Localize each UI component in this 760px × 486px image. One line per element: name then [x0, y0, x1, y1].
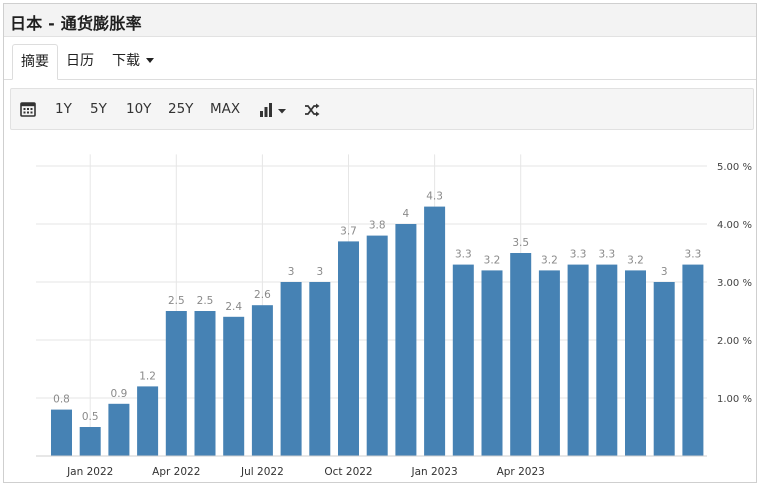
- bar: [223, 316, 245, 456]
- calendar-icon[interactable]: [20, 101, 36, 121]
- x-tick-label: Jan 2023: [410, 466, 457, 478]
- chart-toolbar: 1Y 5Y 10Y 25Y MAX: [10, 88, 754, 130]
- data-label: 3: [288, 266, 295, 278]
- data-label: 3.7: [340, 225, 357, 237]
- range-5y-button[interactable]: 5Y: [90, 101, 107, 117]
- data-label: 1.2: [139, 370, 156, 382]
- x-tick-label: Apr 2023: [497, 466, 545, 478]
- bar: [653, 282, 675, 456]
- data-label: 0.8: [53, 394, 70, 406]
- bar: [51, 409, 72, 456]
- page-title: 日本 - 通货膨胀率: [10, 14, 142, 33]
- range-25y-button[interactable]: 25Y: [168, 101, 194, 117]
- shuffle-icon[interactable]: [304, 102, 320, 121]
- tab-bar: 摘要 日历 下载: [4, 38, 756, 80]
- data-label: 3.2: [484, 254, 501, 266]
- inflation-bar-chart: 0.8 0.5 0.9 1.2 2.5 2.5 2.4 2.6 3 3 3.7 3.8 4 4.3 3.3 3…: [36, 154, 752, 478]
- data-label: 3.3: [455, 249, 472, 261]
- range-10y-button[interactable]: 10Y: [126, 101, 152, 117]
- data-label: 2.5: [197, 295, 214, 307]
- bar: [251, 305, 273, 456]
- data-label-layer: 0.8 0.5 0.9 1.2 2.5 2.5 2.4 2.6 3 3 3.7 3.8 4 4.3 3.3 3…: [53, 191, 701, 423]
- data-label: 0.5: [82, 411, 99, 423]
- bar: [309, 282, 331, 456]
- data-label: 2.5: [168, 295, 185, 307]
- title-bar: 日本 - 通货膨胀率: [4, 4, 756, 37]
- data-label: 3.5: [512, 237, 529, 249]
- bar: [395, 224, 417, 456]
- tab-download-label: 下载: [112, 53, 140, 69]
- bar-chart-icon[interactable]: [259, 102, 289, 121]
- data-label: 3.2: [627, 254, 644, 266]
- data-label: 3: [661, 266, 668, 278]
- y-tick-label: 5.00 %: [717, 162, 752, 173]
- data-label: 0.9: [111, 388, 128, 400]
- data-label: 4: [403, 208, 410, 220]
- bar: [538, 270, 560, 456]
- bar: [108, 403, 130, 456]
- bar: [625, 270, 646, 456]
- y-tick-label: 2.00 %: [717, 336, 752, 347]
- data-label: 2.4: [225, 301, 242, 313]
- data-label: 3.2: [541, 254, 558, 266]
- bar: [596, 264, 618, 456]
- bar: [280, 282, 302, 456]
- bar: [424, 206, 446, 456]
- tab-calendar-label: 日历: [66, 53, 94, 69]
- range-1y-button[interactable]: 1Y: [55, 101, 72, 117]
- chevron-down-icon: [146, 57, 154, 63]
- data-label: 4.3: [426, 191, 443, 203]
- tab-calendar[interactable]: 日历: [58, 44, 102, 80]
- tab-summary[interactable]: 摘要: [12, 44, 58, 80]
- x-tick-label: Apr 2022: [152, 466, 200, 478]
- axis-layer: 1.00 % 2.00 % 3.00 % 4.00 % 5.00 % Jan 2022 Ap…: [36, 162, 752, 478]
- widget-frame: 日本 - 通货膨胀率 摘要 日历 下载 1Y 5Y 10Y: [3, 3, 757, 483]
- bar: [682, 264, 704, 456]
- range-max-button[interactable]: MAX: [210, 101, 241, 117]
- bar: [510, 253, 532, 456]
- y-tick-label: 4.00 %: [717, 220, 752, 231]
- y-tick-label: 3.00 %: [717, 278, 752, 289]
- bar: [338, 241, 359, 456]
- bar-layer: [51, 206, 704, 456]
- x-tick-label: Oct 2022: [324, 466, 372, 478]
- data-label: 3: [316, 266, 323, 278]
- data-label: 2.6: [254, 289, 271, 301]
- chevron-down-icon: [278, 109, 286, 114]
- data-label: 3.3: [598, 249, 615, 261]
- x-tick-label: Jan 2022: [66, 466, 113, 478]
- tab-download[interactable]: 下载: [104, 44, 162, 80]
- bar: [366, 235, 388, 456]
- bar: [194, 311, 216, 456]
- bar: [79, 427, 101, 456]
- data-label: 3.3: [685, 249, 702, 261]
- bar: [452, 264, 474, 456]
- y-tick-label: 1.00 %: [717, 394, 752, 405]
- data-label: 3.3: [570, 249, 587, 261]
- bar: [165, 311, 187, 456]
- bar: [481, 270, 503, 456]
- chart-area: 0.8 0.5 0.9 1.2 2.5 2.5 2.4 2.6 3 3 3.7 3.8 4 4.3 3.3 3…: [4, 132, 756, 482]
- bar: [137, 386, 159, 456]
- x-tick-label: Jul 2022: [240, 466, 284, 478]
- tab-summary-label: 摘要: [21, 54, 49, 70]
- data-label: 3.8: [369, 220, 386, 232]
- bar: [567, 264, 589, 456]
